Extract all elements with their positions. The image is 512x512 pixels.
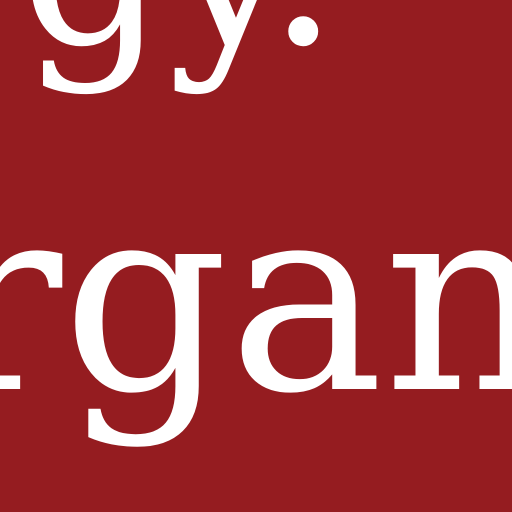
text-line-bottom: rgan [0,149,512,451]
text-line-top: gy. [20,0,340,80]
